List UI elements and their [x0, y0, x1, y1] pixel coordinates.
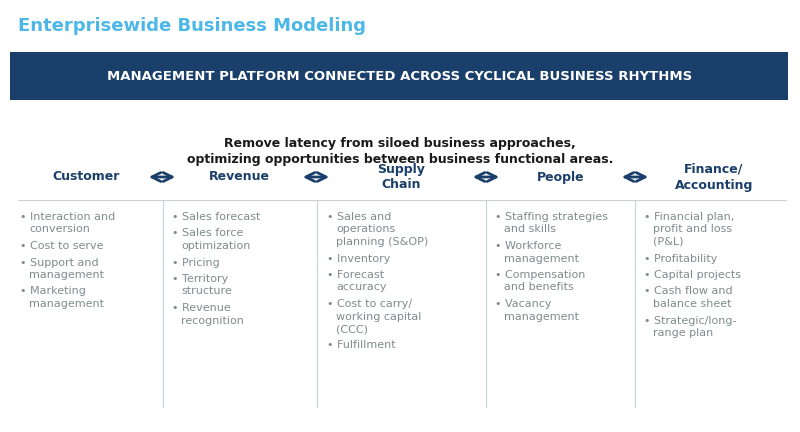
- Text: MANAGEMENT PLATFORM CONNECTED ACROSS CYCLICAL BUSINESS RHYTHMS: MANAGEMENT PLATFORM CONNECTED ACROSS CYC…: [107, 70, 693, 83]
- Text: profit and loss: profit and loss: [653, 225, 732, 235]
- Text: • Territory: • Territory: [172, 274, 228, 284]
- Text: • Vacancy: • Vacancy: [495, 299, 551, 309]
- Text: Finance/
Accounting: Finance/ Accounting: [675, 162, 753, 191]
- Text: People: People: [537, 171, 584, 184]
- Text: • Sales forecast: • Sales forecast: [172, 212, 260, 222]
- Text: • Cost to carry/: • Cost to carry/: [327, 299, 412, 309]
- Text: • Workforce: • Workforce: [495, 241, 562, 251]
- Text: • Staffing strategies: • Staffing strategies: [495, 212, 608, 222]
- Text: • Financial plan,: • Financial plan,: [644, 212, 734, 222]
- Text: operations: operations: [336, 225, 395, 235]
- Text: Remove latency from siloed business approaches,: Remove latency from siloed business appr…: [224, 137, 576, 150]
- Text: (P&L): (P&L): [653, 237, 683, 247]
- Text: structure: structure: [181, 286, 232, 296]
- Text: optimizing opportunities between business functional areas.: optimizing opportunities between busines…: [187, 153, 613, 166]
- Text: • Support and: • Support and: [20, 257, 98, 267]
- Text: and benefits: and benefits: [504, 283, 574, 292]
- Text: working capital: working capital: [336, 311, 422, 321]
- Text: (CCC): (CCC): [336, 324, 368, 334]
- Text: recognition: recognition: [181, 315, 244, 325]
- Text: • Forecast: • Forecast: [327, 270, 384, 280]
- Text: management: management: [504, 254, 579, 264]
- Text: Revenue: Revenue: [209, 171, 270, 184]
- Text: • Compensation: • Compensation: [495, 270, 586, 280]
- Text: • Inventory: • Inventory: [327, 254, 390, 264]
- Text: • Cash flow and: • Cash flow and: [644, 286, 733, 296]
- Text: • Sales and: • Sales and: [327, 212, 391, 222]
- Text: Customer: Customer: [53, 171, 120, 184]
- Text: balance sheet: balance sheet: [653, 299, 731, 309]
- Text: • Fulfillment: • Fulfillment: [327, 340, 396, 350]
- Text: conversion: conversion: [29, 225, 90, 235]
- Text: Enterprisewide Business Modeling: Enterprisewide Business Modeling: [18, 17, 366, 35]
- Text: • Pricing: • Pricing: [172, 257, 220, 267]
- Text: planning (S&OP): planning (S&OP): [336, 237, 428, 247]
- Text: and skills: and skills: [504, 225, 556, 235]
- Text: • Sales force: • Sales force: [172, 229, 243, 238]
- Text: management: management: [29, 299, 104, 309]
- Text: • Interaction and: • Interaction and: [20, 212, 115, 222]
- Text: • Profitability: • Profitability: [644, 254, 718, 264]
- Text: • Strategic/long-: • Strategic/long-: [644, 315, 737, 325]
- FancyBboxPatch shape: [10, 52, 788, 100]
- Text: optimization: optimization: [181, 241, 250, 251]
- Text: • Revenue: • Revenue: [172, 303, 230, 313]
- Text: range plan: range plan: [653, 328, 714, 338]
- Text: • Marketing: • Marketing: [20, 286, 86, 296]
- Text: management: management: [29, 270, 104, 280]
- Text: • Capital projects: • Capital projects: [644, 270, 741, 280]
- Text: • Cost to serve: • Cost to serve: [20, 241, 103, 251]
- Text: accuracy: accuracy: [336, 283, 386, 292]
- Text: Supply
Chain: Supply Chain: [378, 162, 426, 191]
- Text: management: management: [504, 311, 579, 321]
